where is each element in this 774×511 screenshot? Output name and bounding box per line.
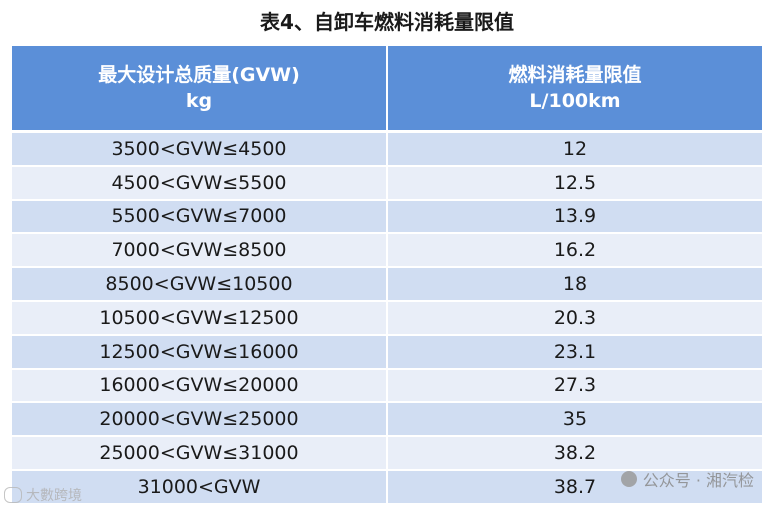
limit-cell: 27.3 xyxy=(387,368,762,404)
watermark-wechat: 公众号 · 湘汽检 xyxy=(620,467,754,491)
watermark-source: 大數跨境 xyxy=(4,485,82,505)
watermark-source-text: 大數跨境 xyxy=(26,488,82,504)
table-row: 7000<GVW≤8500 16.2 xyxy=(12,233,762,269)
header-limit: 燃料消耗量限值 L/100km xyxy=(387,46,762,133)
gvw-range-cell: 3500<GVW≤4500 xyxy=(12,131,388,167)
limit-cell: 16.2 xyxy=(387,233,762,269)
table-header-row: 最大设计总质量(GVW) kg 燃料消耗量限值 L/100km xyxy=(12,46,762,133)
limit-cell: 23.1 xyxy=(387,334,762,370)
header-limit-line1: 燃料消耗量限值 xyxy=(508,64,642,86)
table-row: 31000<GVW 38.7 xyxy=(12,469,762,505)
header-limit-unit: L/100km xyxy=(529,90,621,112)
fuel-limit-table: 最大设计总质量(GVW) kg 燃料消耗量限值 L/100km 3500<GVW… xyxy=(12,46,762,505)
gvw-range-cell: 7000<GVW≤8500 xyxy=(12,233,388,269)
gvw-range-cell: 10500<GVW≤12500 xyxy=(12,300,388,336)
limit-cell: 20.3 xyxy=(387,300,762,336)
limit-cell: 13.9 xyxy=(387,199,762,235)
table-row: 20000<GVW≤25000 35 xyxy=(12,402,762,438)
gvw-range-cell: 12500<GVW≤16000 xyxy=(12,334,388,370)
watermark-wechat-text: 公众号 · 湘汽检 xyxy=(642,471,754,490)
table-row: 25000<GVW≤31000 38.2 xyxy=(12,436,762,471)
header-gvw: 最大设计总质量(GVW) kg xyxy=(12,46,388,133)
table-row: 5500<GVW≤7000 13.9 xyxy=(12,199,762,235)
gvw-range-cell: 31000<GVW xyxy=(12,469,388,505)
gvw-range-cell: 8500<GVW≤10500 xyxy=(12,267,388,302)
header-gvw-unit: kg xyxy=(185,90,213,112)
table-row: 12500<GVW≤16000 23.1 xyxy=(12,334,762,370)
gvw-range-cell: 4500<GVW≤5500 xyxy=(12,165,388,201)
gvw-range-cell: 16000<GVW≤20000 xyxy=(12,368,388,404)
limit-cell: 18 xyxy=(387,267,762,302)
limit-cell: 12.5 xyxy=(387,165,762,201)
gvw-range-cell: 5500<GVW≤7000 xyxy=(12,199,388,235)
table-row: 10500<GVW≤12500 20.3 xyxy=(12,300,762,336)
limit-cell: 38.2 xyxy=(387,436,762,471)
limit-cell: 38.7 xyxy=(387,469,762,505)
table-row: 3500<GVW≤4500 12 xyxy=(12,131,762,167)
table-row: 4500<GVW≤5500 12.5 xyxy=(12,165,762,201)
header-gvw-line1: 最大设计总质量(GVW) xyxy=(98,64,300,86)
source-logo-icon xyxy=(4,487,22,503)
wechat-icon xyxy=(620,471,637,487)
gvw-range-cell: 20000<GVW≤25000 xyxy=(12,402,388,438)
limit-cell: 12 xyxy=(387,131,762,167)
table-title: 表4、自卸车燃料消耗量限值 xyxy=(260,10,514,34)
gvw-range-cell: 25000<GVW≤31000 xyxy=(12,436,388,471)
table-row: 8500<GVW≤10500 18 xyxy=(12,267,762,302)
limit-cell: 35 xyxy=(387,402,762,438)
table-row: 16000<GVW≤20000 27.3 xyxy=(12,368,762,404)
